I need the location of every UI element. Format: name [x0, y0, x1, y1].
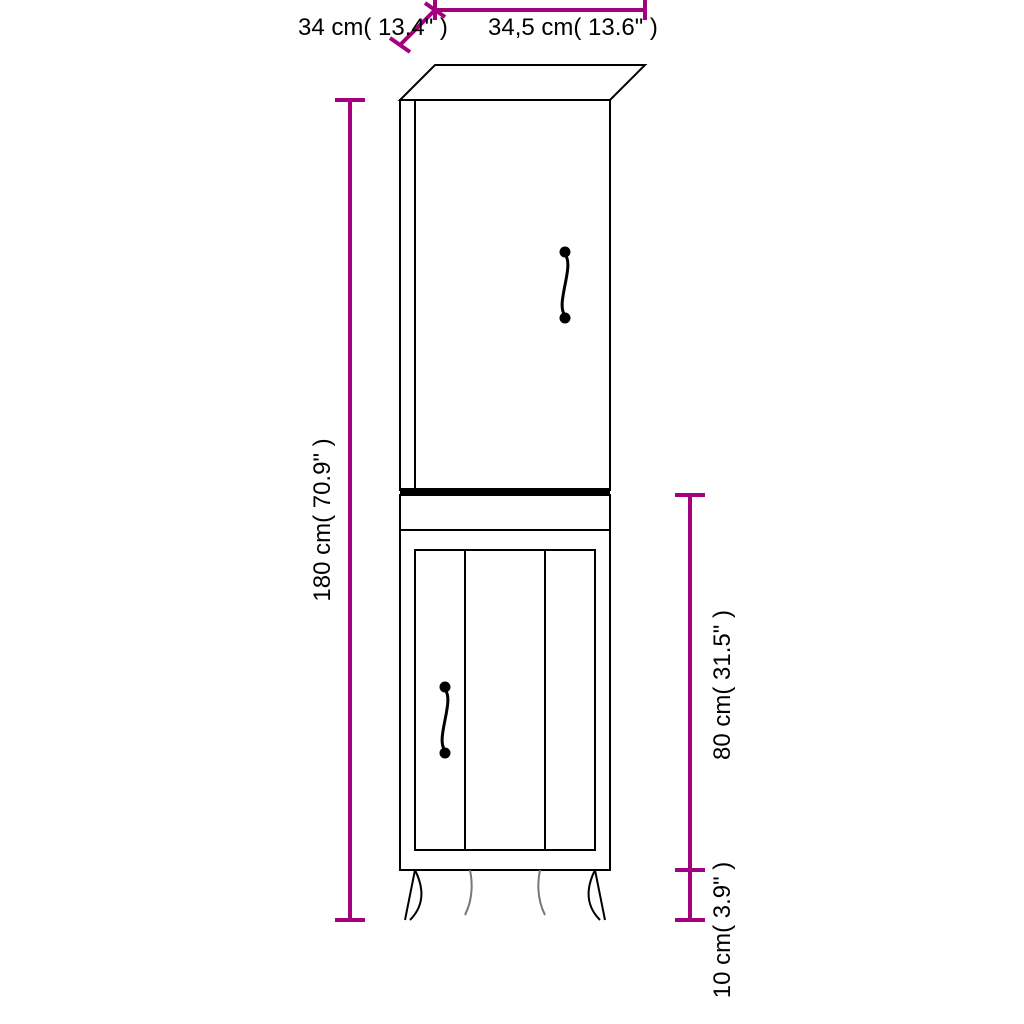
dim-label-lower-height: 80 cm( 31.5" ) — [709, 610, 736, 760]
dim-line-lower-height — [675, 495, 705, 870]
shadow-gap — [400, 488, 610, 495]
dim-label-total-height: 180 cm( 70.9" ) — [309, 438, 336, 601]
dim-label-depth: 34 cm( 13.4" ) — [298, 14, 448, 41]
dim-label-leg-height: 10 cm( 3.9" ) — [709, 862, 736, 999]
upper-compartment — [400, 100, 610, 490]
dimension-diagram: 34 cm( 13.4" ) 34,5 cm( 13.6" ) 180 cm( … — [0, 0, 1024, 1024]
dim-label-width: 34,5 cm( 13.6" ) — [488, 14, 658, 41]
lower-door-panel — [415, 550, 595, 850]
dim-line-leg-height — [675, 870, 705, 920]
drawer-strip — [400, 495, 610, 530]
hairpin-legs — [405, 870, 605, 920]
cabinet-top-face — [400, 65, 645, 100]
dim-line-total-height — [335, 100, 365, 920]
